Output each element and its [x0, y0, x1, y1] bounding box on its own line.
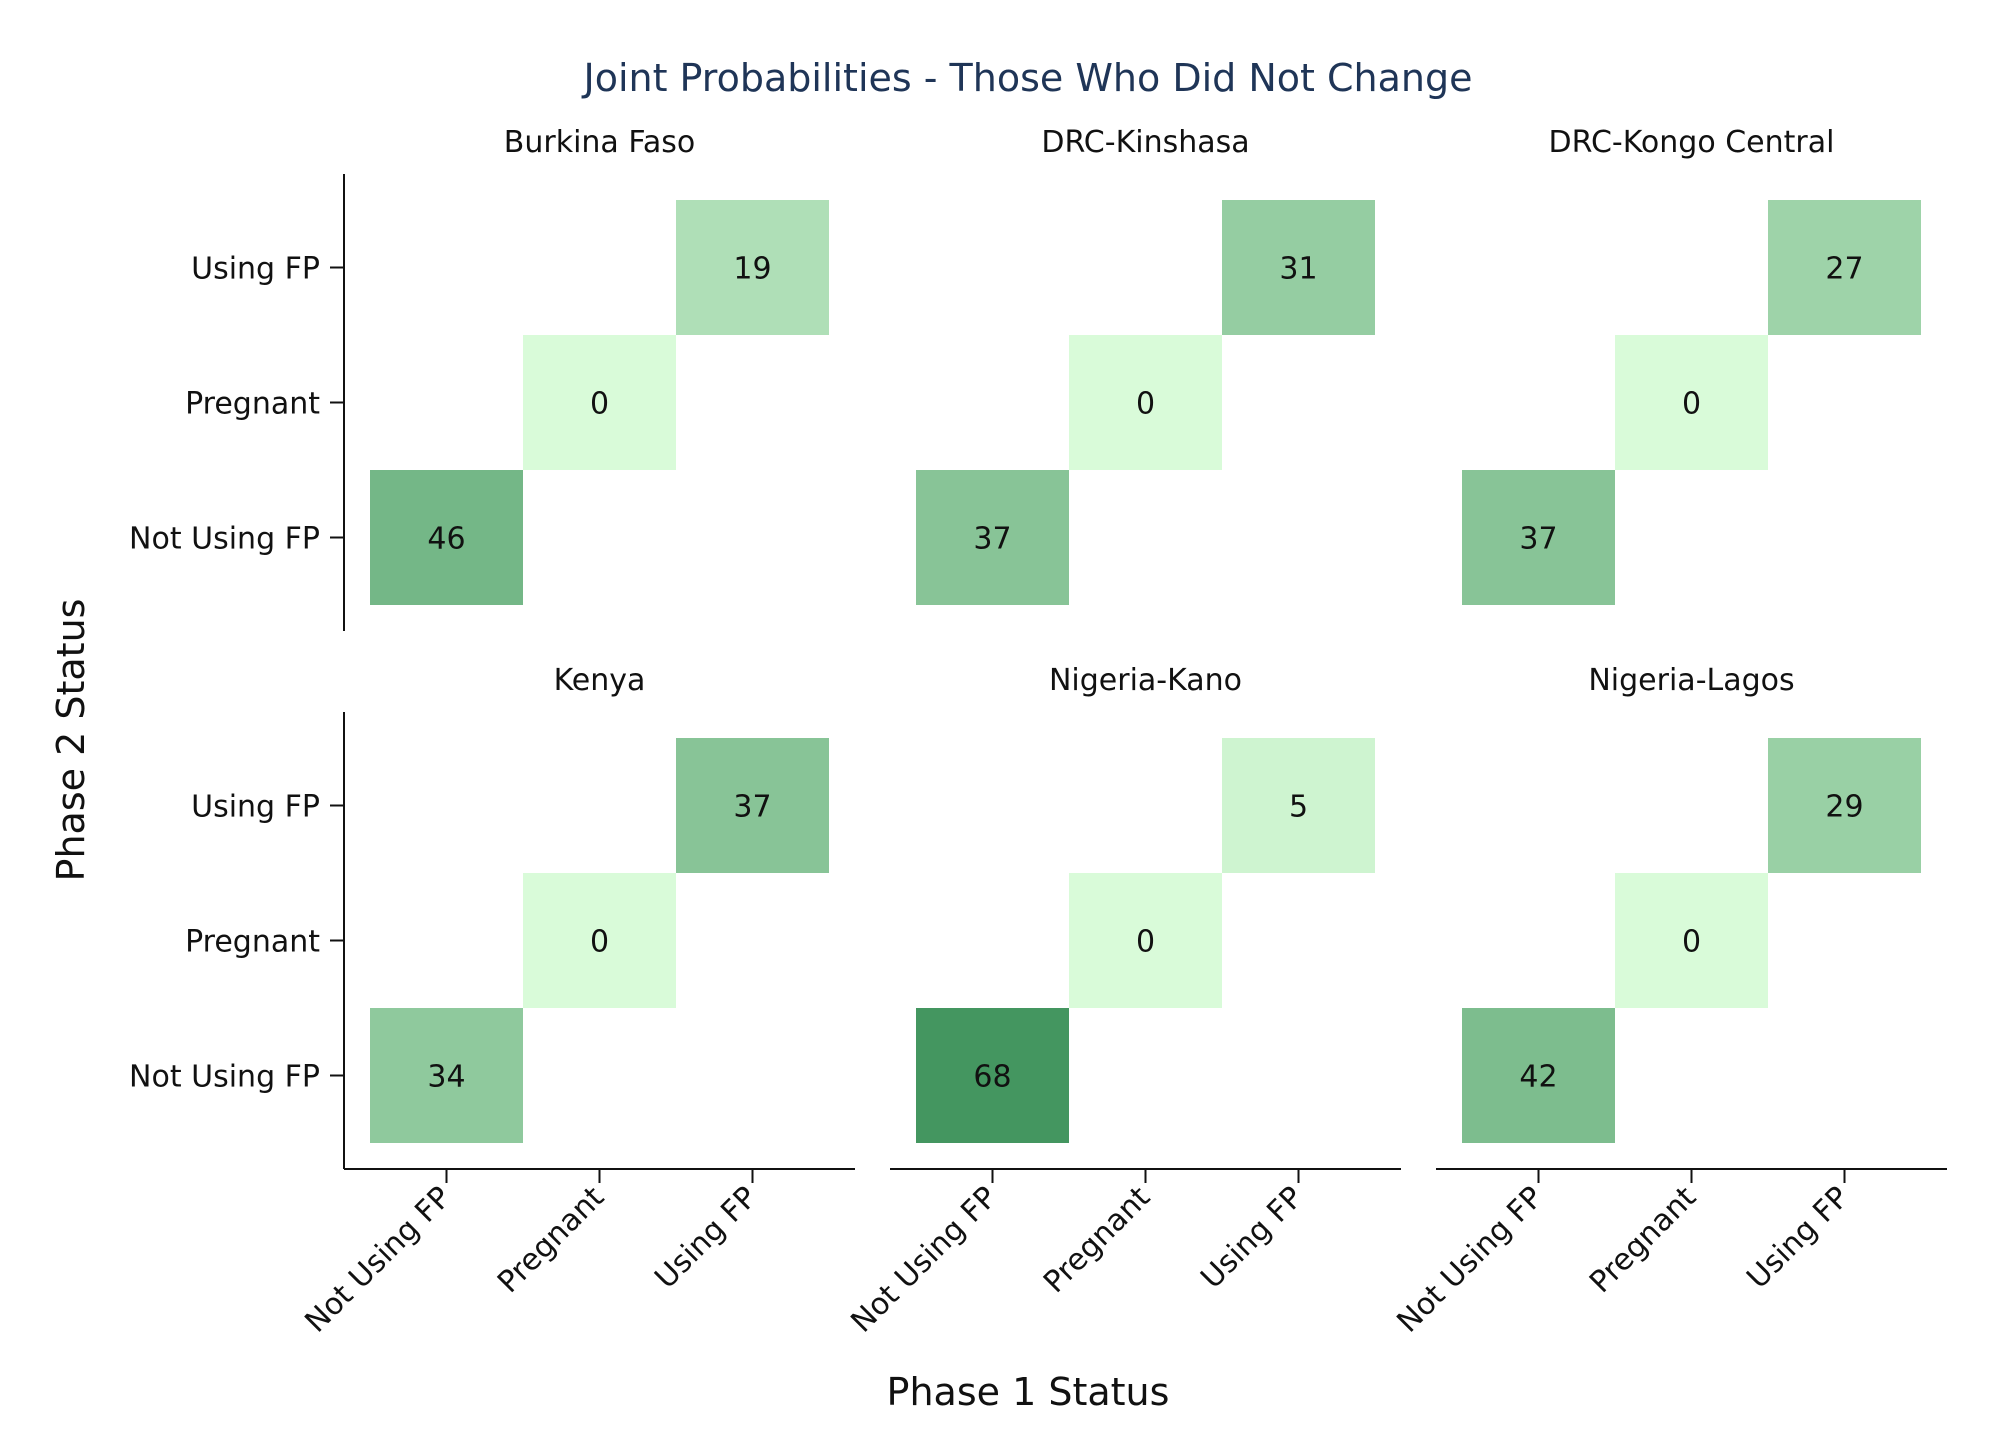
cell-value-label: 68	[973, 1060, 1011, 1095]
cell-value-label: 0	[1682, 925, 1701, 960]
heatmap-cell	[916, 1008, 1069, 1143]
x-tick-label: Not Using FP	[1390, 1180, 1550, 1340]
heatmap-cell	[1768, 200, 1921, 335]
facet-nigeria-lagos: Nigeria-Lagos 42 0 29 Not Using FP Pregnant Us…	[1390, 663, 1947, 1340]
facet-title: DRC-Kinshasa	[1041, 125, 1249, 160]
x-tick-label: Using FP	[648, 1180, 764, 1296]
heatmap-cell	[1615, 335, 1768, 470]
heatmap-cell	[1222, 738, 1375, 873]
facet-nigeria-kano: Nigeria-Kano 68 0 5 Not Using FP Pregnant Usin…	[844, 663, 1401, 1340]
y-tick-label: Using FP	[191, 790, 320, 825]
heatmap-cell	[370, 1008, 523, 1143]
x-tick-label: Using FP	[1194, 1180, 1310, 1296]
heatmap-cell	[523, 335, 676, 470]
facet-title: Nigeria-Kano	[1049, 663, 1242, 698]
cell-value-label: 29	[1825, 790, 1863, 825]
heatmap-cell	[370, 470, 523, 605]
cell-value-label: 37	[973, 522, 1011, 557]
y-axis-title: Phase 2 Status	[49, 599, 93, 882]
heatmap-cell	[1615, 873, 1768, 1008]
cell-value-label: 31	[1279, 252, 1317, 287]
heatmap-cell	[676, 738, 829, 873]
x-tick-label: Pregnant	[491, 1180, 611, 1300]
facet-drc-kinshasa: DRC-Kinshasa 37 0 31	[916, 125, 1375, 605]
cell-value-label: 0	[1682, 387, 1701, 422]
heatmap-cell	[1069, 335, 1222, 470]
cell-value-label: 0	[1136, 925, 1155, 960]
heatmap-cell	[1462, 1008, 1615, 1143]
y-tick-label: Not Using FP	[129, 522, 320, 557]
x-axis-title: Phase 1 Status	[887, 1370, 1170, 1414]
x-tick-label: Not Using FP	[298, 1180, 458, 1340]
facet-title: Kenya	[554, 663, 646, 698]
heatmap-cell	[916, 470, 1069, 605]
heatmap-cell	[1069, 873, 1222, 1008]
x-tick-label: Pregnant	[1583, 1180, 1703, 1300]
heatmap-cell	[523, 873, 676, 1008]
facet-burkina-faso: Burkina Faso 46 0 19 Not Using FP Pregnant Usi…	[129, 125, 829, 631]
chart-title: Joint Probabilities - Those Who Did Not …	[581, 56, 1472, 100]
x-tick-label: Pregnant	[1037, 1180, 1157, 1300]
facet-kenya: Kenya 34 0 37 Not Using FP Pregnant Using FP No…	[129, 663, 855, 1340]
facet-title: Burkina Faso	[504, 125, 695, 160]
facet-drc-kongo-central: DRC-Kongo Central 37 0 27	[1462, 125, 1921, 605]
cell-value-label: 34	[427, 1060, 465, 1095]
cell-value-label: 5	[1289, 790, 1308, 825]
heatmap-cell	[1768, 738, 1921, 873]
facet-title: DRC-Kongo Central	[1549, 125, 1835, 160]
y-tick-label: Pregnant	[185, 387, 320, 422]
cell-value-label: 42	[1519, 1060, 1557, 1095]
cell-value-label: 27	[1825, 252, 1863, 287]
heatmap-cell	[676, 200, 829, 335]
y-tick-label: Using FP	[191, 252, 320, 287]
cell-value-label: 19	[733, 252, 771, 287]
x-tick-label: Using FP	[1740, 1180, 1856, 1296]
heatmap-cell	[1462, 470, 1615, 605]
cell-value-label: 0	[1136, 387, 1155, 422]
facets: Burkina Faso 46 0 19 Not Using FP Pregnant Usi…	[129, 125, 1947, 1340]
cell-value-label: 0	[590, 387, 609, 422]
cell-value-label: 37	[1519, 522, 1557, 557]
cell-value-label: 46	[427, 522, 465, 557]
x-tick-label: Not Using FP	[844, 1180, 1004, 1340]
heatmap-cell	[1222, 200, 1375, 335]
cell-value-label: 37	[733, 790, 771, 825]
facet-title: Nigeria-Lagos	[1588, 663, 1794, 698]
y-tick-label: Not Using FP	[129, 1060, 320, 1095]
cell-value-label: 0	[590, 925, 609, 960]
y-tick-label: Pregnant	[185, 925, 320, 960]
